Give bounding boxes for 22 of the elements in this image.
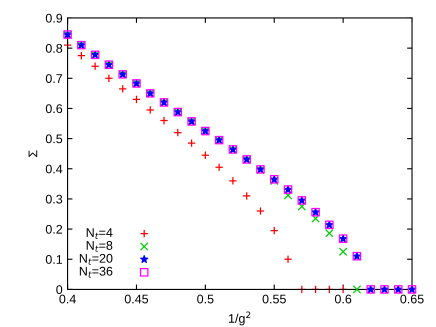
y-tick-label: 0 (56, 285, 62, 294)
x-tick-label: 0.65 (400, 294, 424, 304)
y-tick-label: 0.7 (46, 74, 62, 83)
x-tick-label: 0.45 (124, 294, 148, 304)
y-tick-label: 0.3 (46, 194, 62, 204)
x-tick-label: 0.4 (59, 294, 76, 304)
y-tick-label: 0.2 (46, 224, 62, 234)
y-axis-title: Σ (28, 150, 38, 157)
x-axis-title: 1/g$^{2}$ (229, 311, 250, 326)
x-tick-label: 0.55 (262, 294, 286, 304)
y-tick-label: 0.5 (46, 134, 62, 144)
y-tick-label: 0.1 (46, 255, 62, 264)
x-tick-label: 0.6 (334, 294, 352, 304)
legend-label: N$_{t}$=4 (86, 228, 113, 239)
legend-label: N$_{t}$=8 (86, 240, 112, 252)
y-tick-label: 0.8 (46, 44, 62, 53)
y-tick-label: 0.4 (46, 164, 62, 174)
legend-label: N$_{t}$=36 (80, 266, 112, 278)
x-tick-label: 0.5 (197, 294, 214, 304)
y-tick-label: 0.6 (46, 104, 62, 114)
legend-label: N$_{t}$=20 (80, 254, 112, 265)
y-tick-label: 0.9 (46, 14, 62, 23)
